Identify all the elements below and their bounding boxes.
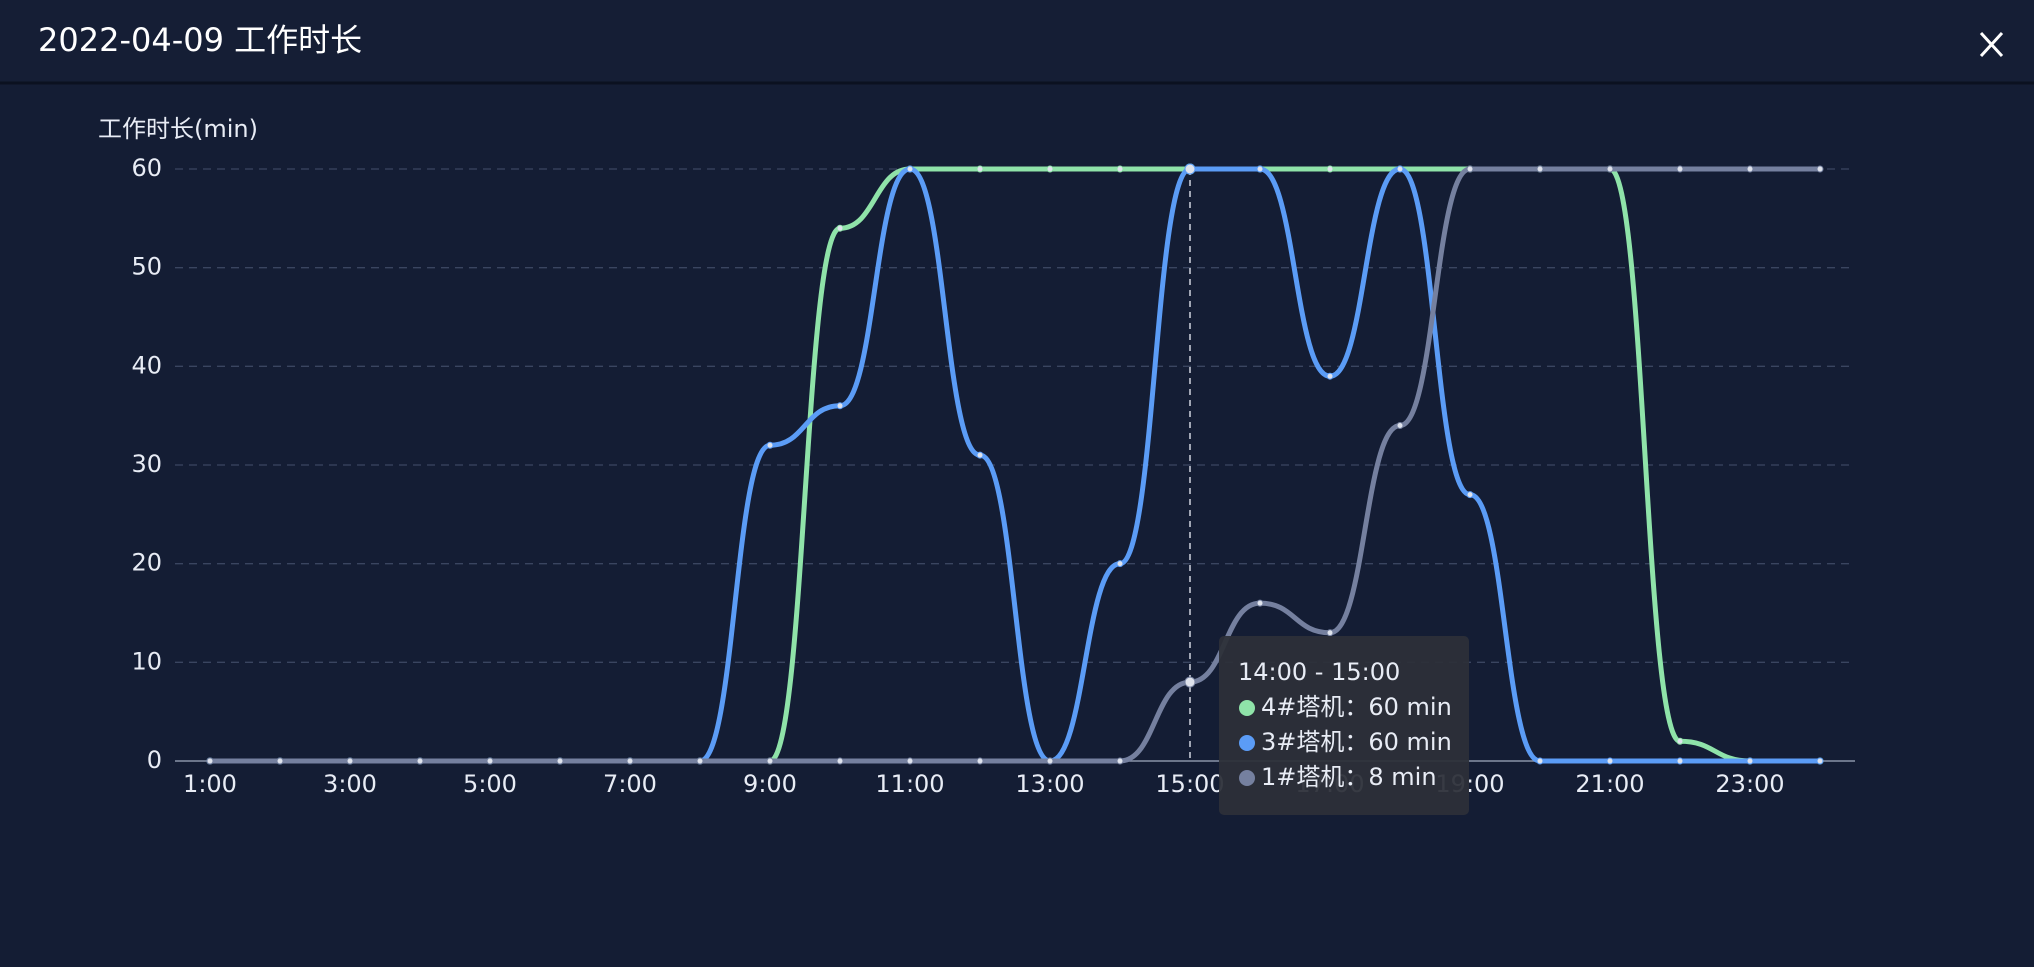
data-point [906,757,914,765]
data-point [1816,757,1824,765]
data-point [1816,165,1824,173]
data-point [556,757,564,765]
data-point [346,757,354,765]
tooltip-marker [1239,735,1255,751]
tooltip-row: 3#塔机：60 min [1261,728,1452,756]
data-point [1746,165,1754,173]
data-point [976,757,984,765]
data-point [1046,757,1054,765]
data-point [976,165,984,173]
data-point [1676,165,1684,173]
data-point [1116,560,1124,568]
data-point [1536,757,1544,765]
close-button[interactable] [1979,31,2004,58]
tooltip-marker [1239,770,1255,786]
x-tick-label: 13:00 [1015,770,1084,798]
y-axis-label: 工作时长(min) [98,115,258,143]
tooltip-row: 1#塔机：8 min [1261,763,1437,791]
data-point [1676,757,1684,765]
data-point [486,757,494,765]
y-tick-label: 50 [131,253,162,281]
data-point [1256,165,1264,173]
data-point [696,757,704,765]
tooltip: 14:00 - 15:00 4#塔机：60 min 3#塔机：60 min 1#塔机：… [1219,636,1469,815]
data-point [206,757,214,765]
y-tick-label: 60 [131,154,162,182]
tooltip-title: 14:00 - 15:00 [1238,658,1400,686]
data-point [1466,491,1474,499]
x-tick-label: 23:00 [1715,770,1784,798]
data-point [766,757,774,765]
x-tick-label: 21:00 [1575,770,1644,798]
x-tick-label: 3:00 [323,770,377,798]
data-point [1046,165,1054,173]
data-point [1396,165,1404,173]
data-point [1606,165,1614,173]
data-point [1396,422,1404,430]
data-point [1536,165,1544,173]
series-line [210,166,1820,764]
x-tick-label: 11:00 [875,770,944,798]
y-tick-label: 20 [131,549,162,577]
data-point [1256,599,1264,607]
data-point [416,757,424,765]
x-tick-label: 7:00 [603,770,657,798]
x-tick-label: 1:00 [183,770,237,798]
data-point [1184,676,1196,688]
data-point [976,451,984,459]
tooltip-marker [1239,700,1255,716]
data-point [1466,165,1474,173]
data-point [1116,165,1124,173]
dialog-title: 2022-04-09 工作时长 [38,21,362,59]
x-tick-label: 9:00 [743,770,797,798]
data-point [836,757,844,765]
x-tick-label: 5:00 [463,770,517,798]
data-point [1116,757,1124,765]
data-point [836,224,844,232]
data-point [626,757,634,765]
tooltip-row: 4#塔机：60 min [1261,693,1452,721]
y-tick-label: 0 [147,746,162,774]
x-tick-label: 15:00 [1155,770,1224,798]
tooltip-box [1219,636,1469,815]
y-tick-label: 40 [131,351,162,379]
data-point [906,165,914,173]
header-bar [0,0,2034,82]
data-point [1326,372,1334,380]
data-point [766,441,774,449]
data-point [1326,165,1334,173]
data-point [836,402,844,410]
data-point [1606,757,1614,765]
data-point [1676,737,1684,745]
data-point [1184,163,1196,175]
data-point [1326,629,1334,637]
y-tick-label: 10 [131,647,162,675]
data-point [1746,757,1754,765]
y-tick-label: 30 [131,450,162,478]
data-point [276,757,284,765]
